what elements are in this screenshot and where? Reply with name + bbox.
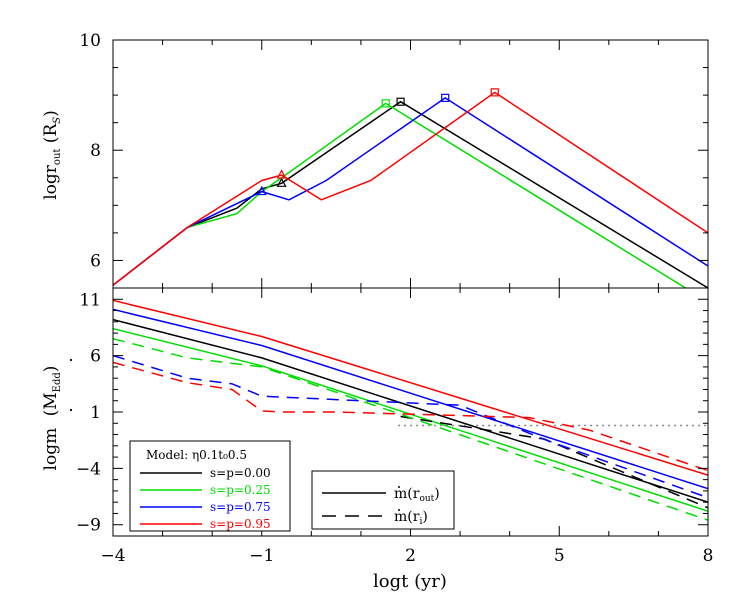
bottom-ytick-label: 6 [90, 347, 101, 367]
top-series-sp025-solid [113, 102, 688, 288]
bottom-ylabel-unit-close: ) [41, 366, 61, 373]
top-series-sp075-solid [113, 96, 708, 286]
legend-models: Model: η0.1t₀0.5 s=p=0.00 s=p=0.25 s=p=0.7… [129, 440, 291, 532]
bottom-xtick-label: −4 [100, 546, 125, 566]
ylabel-mdot-2 [69, 358, 73, 362]
legend-models-title: Model: η0.1t₀0.5 [146, 448, 247, 462]
legend-models-box [129, 440, 291, 532]
top-ylabel-main: logr [41, 164, 61, 200]
top-series-sp095-solid [113, 91, 708, 286]
bottom-panel: 11 6 1 −4 −9 −4 −1 2 5 8 [76, 287, 714, 566]
bottom-series-sp095-solid [113, 299, 708, 476]
top-ytick-label: 10 [79, 31, 101, 51]
x-axis-label: logt (yr) [373, 571, 447, 592]
top-ylabel-unit-sub: S [52, 117, 63, 124]
legend-dashed-mdot [398, 509, 400, 511]
bottom-xtick-label: 2 [405, 546, 416, 566]
top-series-sp000-solid-square-marker [396, 97, 405, 106]
top-panel: 6 8 10 [79, 31, 709, 289]
bottom-ytick-label: 1 [90, 403, 101, 423]
legend-model-label: s=p=0.75 [210, 500, 271, 514]
bottom-ytick-label: −4 [76, 459, 101, 479]
top-ytick-label: 6 [90, 251, 101, 271]
bottom-xtick-label: 5 [554, 546, 565, 566]
top-series-sp000-solid-triangle-marker [276, 177, 287, 187]
bottom-xtick-label: 8 [703, 546, 714, 566]
bottom-ylabel-unit-open: (M [41, 392, 61, 416]
bottom-ytick-label: 11 [79, 290, 101, 310]
top-series-sp025-solid-square-marker [381, 99, 390, 108]
bottom-series-sp095-dashed [113, 361, 708, 472]
top-series-sp000-solid [113, 100, 708, 288]
bottom-series-sp000-solid [113, 318, 708, 503]
bottom-series-sp025-dashed [113, 337, 708, 521]
top-series-sp075-solid-square-marker [441, 93, 450, 102]
bottom-ylabel-main: logm [41, 428, 61, 471]
top-ylabel: logrout (RS) [41, 110, 63, 200]
top-ylabel-sub: out [52, 149, 63, 165]
top-series-group [113, 88, 708, 288]
top-series-sp095-solid-square-marker [490, 88, 499, 97]
legend-lines-box [311, 470, 455, 530]
legend-model-label: s=p=0.25 [210, 483, 271, 497]
legend-solid-label: m(rout) [394, 486, 440, 504]
legend-solid-mdot [398, 486, 400, 488]
bottom-ytick-label: −9 [76, 516, 101, 536]
top-series-sp095-solid-triangle-marker [276, 169, 287, 179]
top-ylabel-unit-open: (R [41, 123, 61, 144]
bottom-series-sp025-solid [113, 327, 708, 512]
bottom-series-group [113, 299, 708, 521]
legend-model-label: s=p=0.00 [210, 466, 271, 480]
bottom-ylabel-unit-sub: Edd [52, 372, 63, 393]
top-ylabel-unit-close: ) [41, 110, 61, 117]
legend-lines: m(rout) m(ri) [311, 470, 455, 530]
bottom-series-sp075-dashed [113, 354, 708, 499]
top-ytick-label: 8 [90, 141, 101, 161]
bottom-xtick-label: −1 [249, 546, 274, 566]
bottom-series-sp075-solid [113, 308, 708, 490]
top-series-sp075-solid-triangle-marker [256, 185, 267, 196]
bottom-ylabel: logm (MEdd) [41, 366, 63, 471]
ylabel-mdot-1 [69, 408, 73, 412]
legend-model-label: s=p=0.95 [210, 517, 271, 531]
legend-dashed-label: m(ri) [394, 509, 428, 527]
top-axis-frame [112, 39, 709, 289]
